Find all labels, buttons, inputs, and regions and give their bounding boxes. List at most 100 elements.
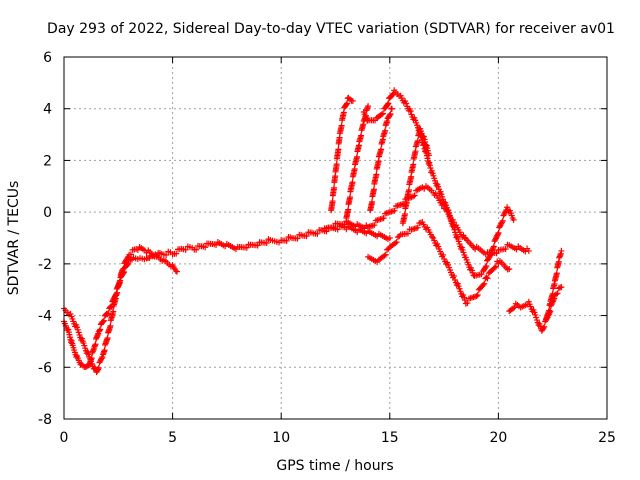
data-point xyxy=(386,235,393,241)
data-point xyxy=(540,325,547,332)
data-point xyxy=(440,251,447,258)
data-point xyxy=(349,97,356,104)
data-point xyxy=(173,250,180,257)
data-point xyxy=(450,272,457,279)
data-point xyxy=(464,300,471,307)
data-point xyxy=(107,322,114,329)
x-tick-label: 5 xyxy=(168,430,177,446)
data-point xyxy=(510,216,517,223)
data-point xyxy=(379,110,386,117)
data-point xyxy=(388,105,395,112)
data-point xyxy=(403,100,410,107)
data-point xyxy=(393,239,400,246)
data-point xyxy=(451,226,458,233)
data-point xyxy=(345,94,352,101)
data-point xyxy=(124,255,131,262)
data-point xyxy=(446,209,453,216)
data-point xyxy=(100,318,107,325)
data-point xyxy=(104,335,111,342)
data-point xyxy=(480,281,487,288)
ticks: 0 5 10 15 20 25 -8 -6 -4 -2 0 2 4 6 xyxy=(38,50,616,446)
data-point xyxy=(389,91,396,98)
data-point xyxy=(338,122,345,129)
data-point xyxy=(425,152,432,159)
data-point xyxy=(163,252,170,259)
y-tick-label: -8 xyxy=(38,412,52,428)
data-point xyxy=(331,184,338,191)
data-point xyxy=(120,265,127,272)
data-point xyxy=(448,217,455,224)
data-point xyxy=(117,277,124,284)
data-point xyxy=(499,219,506,226)
x-axis-label: GPS time / hours xyxy=(276,458,393,474)
data-point xyxy=(510,305,517,312)
data-point xyxy=(488,251,495,258)
data-point xyxy=(493,234,500,241)
data-point xyxy=(493,250,500,257)
data-point xyxy=(382,127,389,134)
data-point xyxy=(182,246,189,253)
data-point xyxy=(488,247,495,254)
data-point xyxy=(492,236,499,243)
data-point xyxy=(202,244,209,251)
data-point xyxy=(490,244,497,251)
data-point xyxy=(558,284,565,291)
data-point xyxy=(329,198,336,205)
data-point xyxy=(450,224,457,231)
data-point xyxy=(104,311,111,318)
data-point xyxy=(114,289,121,296)
data-point xyxy=(525,247,532,254)
data-point xyxy=(354,153,361,160)
data-point xyxy=(84,362,91,369)
data-point xyxy=(499,217,506,224)
data-point xyxy=(303,233,310,240)
data-point xyxy=(371,222,378,229)
data-point xyxy=(173,268,180,275)
data-point xyxy=(483,262,490,269)
data-point xyxy=(407,108,414,115)
chart-title: Day 293 of 2022, Sidereal Day-to-day VTE… xyxy=(47,21,615,37)
data-point xyxy=(392,240,399,247)
data-point xyxy=(96,327,103,334)
data-point xyxy=(404,230,411,237)
data-point xyxy=(473,293,480,300)
data-point xyxy=(446,212,453,219)
y-tick-label: -6 xyxy=(38,360,52,376)
data-markers xyxy=(61,87,565,376)
data-point xyxy=(553,270,560,277)
data-point xyxy=(382,251,389,258)
data-point xyxy=(334,226,341,233)
data-point xyxy=(314,230,321,237)
y-tick-label: 0 xyxy=(43,205,52,221)
data-point xyxy=(92,341,99,348)
data-point xyxy=(85,361,92,368)
data-point xyxy=(487,252,494,259)
data-point xyxy=(344,100,351,107)
data-point xyxy=(98,355,105,362)
data-point xyxy=(97,356,104,363)
data-point xyxy=(558,247,565,254)
data-point xyxy=(481,280,488,287)
data-point xyxy=(387,111,394,118)
data-point xyxy=(358,132,365,139)
data-point xyxy=(254,242,261,249)
data-point xyxy=(100,317,107,324)
data-point xyxy=(420,133,427,140)
data-point xyxy=(378,111,385,118)
data-point xyxy=(341,221,348,228)
data-point xyxy=(110,308,117,315)
data-point xyxy=(484,275,491,282)
data-point xyxy=(97,326,104,333)
data-point xyxy=(384,101,391,108)
data-point xyxy=(333,161,340,168)
data-point xyxy=(494,232,501,239)
y-tick-label: 6 xyxy=(43,50,52,66)
data-point xyxy=(491,238,498,245)
data-point xyxy=(386,112,393,119)
data-point xyxy=(384,246,391,253)
x-tick-label: 0 xyxy=(60,430,69,446)
data-point xyxy=(555,285,562,292)
data-point xyxy=(365,103,372,110)
data-point xyxy=(474,291,481,298)
